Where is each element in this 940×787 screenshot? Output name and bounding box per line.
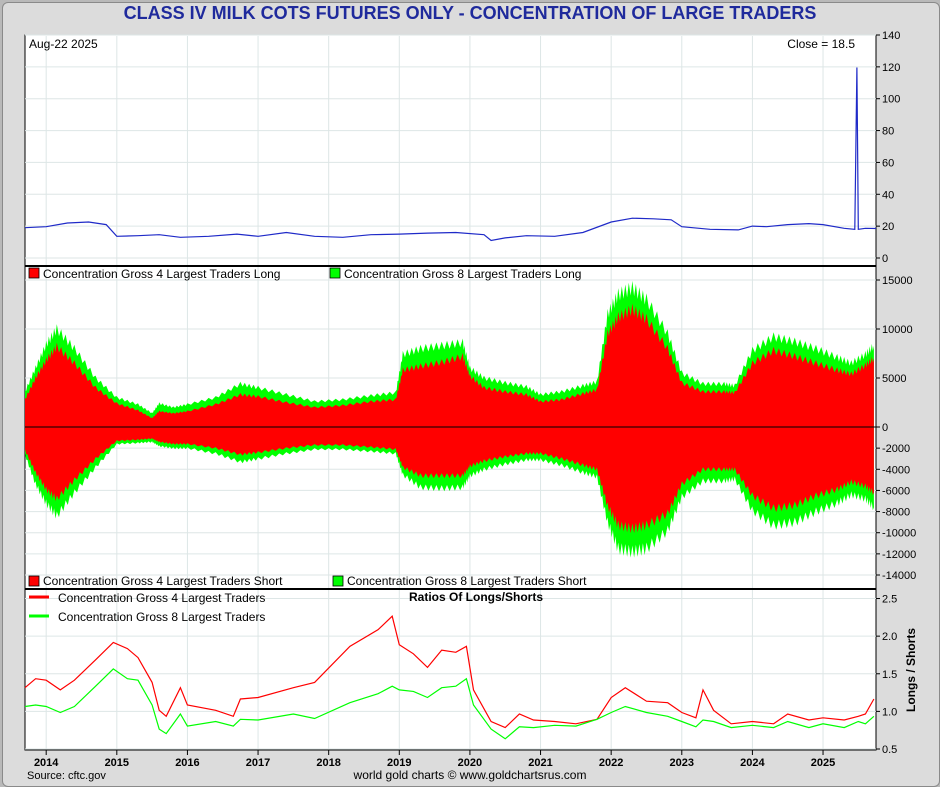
tick-label-p3-3: 2.0	[882, 631, 897, 643]
ratio-axis: 0.5 1.0 1.5 2.0 2.5	[876, 594, 897, 756]
x-tick-label-9: 2023	[670, 757, 694, 769]
legend-label-4-short: Concentration Gross 4 Largest Traders Sh…	[43, 574, 283, 588]
source-label: Source: cftc.gov	[27, 770, 106, 782]
tick-label-p2-2: 5000	[882, 373, 906, 385]
chart-title: CLASS IV MILK COTS FUTURES ONLY - CONCEN…	[123, 3, 817, 23]
concentration-axis: 15000 10000 5000 0 -2000 -4000 -6000 -8000 -1000…	[876, 275, 916, 582]
tick-label-p2-0: 15000	[882, 275, 913, 287]
legend-swatch-8-long	[329, 267, 341, 279]
ratio-series	[24, 615, 875, 740]
tick-label-p1-5: 100	[882, 94, 900, 106]
legend-swatch-4-short	[28, 575, 40, 587]
ratio-line-4	[24, 615, 875, 729]
price-series	[24, 67, 877, 242]
x-tick-label-5: 2019	[387, 757, 411, 769]
legend-label-4-long: Concentration Gross 4 Largest Traders Lo…	[43, 267, 280, 281]
x-axis: 2014 2015 2016 2017 2018 2019 2020 2021 2022 2023…	[34, 750, 835, 769]
x-tick-label-7: 2021	[528, 757, 552, 769]
tick-label-p2-5: -4000	[882, 464, 910, 476]
x-tick-label-4: 2018	[316, 757, 340, 769]
tick-label-p1-4: 80	[882, 126, 894, 138]
ratio-legend: Concentration Gross 4 Largest Traders Co…	[29, 591, 265, 624]
area-4-long	[25, 303, 874, 427]
x-tick-label-11: 2025	[811, 757, 835, 769]
tick-label-p2-6: -6000	[882, 485, 910, 497]
tick-label-p2-3: 0	[882, 422, 888, 434]
close-label: Close = 18.5	[787, 37, 855, 51]
tick-label-p2-10: -14000	[882, 570, 916, 582]
tick-label-p2-8: -10000	[882, 528, 916, 540]
x-tick-label-10: 2024	[740, 757, 765, 769]
ratio-title: Ratios Of Longs/Shorts	[409, 590, 543, 604]
date-label: Aug-22 2025	[29, 37, 98, 51]
legend-swatch-4-long	[28, 267, 40, 279]
x-tick-label-1: 2015	[105, 757, 129, 769]
legend-swatch-8-short	[332, 575, 344, 587]
credit-label: world gold charts © www.goldchartsrus.co…	[353, 768, 587, 782]
tick-label-p2-4: -2000	[882, 443, 910, 455]
legend-label-8-short: Concentration Gross 8 Largest Traders Sh…	[347, 574, 587, 588]
tick-label-p3-0: 0.5	[882, 744, 897, 756]
ratio-line-8	[24, 668, 875, 740]
legend-short: Concentration Gross 4 Largest Traders Sh…	[28, 574, 587, 588]
tick-label-p3-2: 1.5	[882, 669, 897, 681]
tick-label-p3-1: 1.0	[882, 706, 897, 718]
area-4-short	[25, 427, 874, 534]
tick-label-p2-1: 10000	[882, 324, 913, 336]
ratio-legend-label-8: Concentration Gross 8 Largest Traders	[58, 610, 265, 624]
ratio-ylabel: Longs / Shorts	[904, 628, 918, 712]
x-tick-label-2: 2016	[175, 757, 199, 769]
ratio-legend-label-4: Concentration Gross 4 Largest Traders	[58, 591, 265, 605]
price-line	[24, 67, 877, 242]
tick-label-p1-7: 140	[882, 30, 900, 42]
tick-label-p2-9: -12000	[882, 549, 916, 561]
tick-label-p1-0: 0	[882, 253, 888, 265]
tick-label-p3-4: 2.5	[882, 594, 897, 606]
tick-label-p1-3: 60	[882, 157, 894, 169]
tick-label-p2-7: -8000	[882, 507, 910, 519]
price-axis: 0 20 40 60 80 100 120 140	[876, 30, 900, 265]
tick-label-p1-6: 120	[882, 62, 900, 74]
x-tick-label-6: 2020	[458, 757, 482, 769]
legend-label-8-long: Concentration Gross 8 Largest Traders Lo…	[344, 267, 581, 281]
tick-label-p1-2: 40	[882, 189, 894, 201]
x-tick-label-8: 2022	[599, 757, 623, 769]
concentration-areas	[25, 280, 876, 558]
x-tick-label-0: 2014	[34, 757, 59, 769]
legend-long: Concentration Gross 4 Largest Traders Lo…	[28, 267, 581, 281]
tick-label-p1-1: 20	[882, 221, 894, 233]
x-tick-label-3: 2017	[246, 757, 270, 769]
